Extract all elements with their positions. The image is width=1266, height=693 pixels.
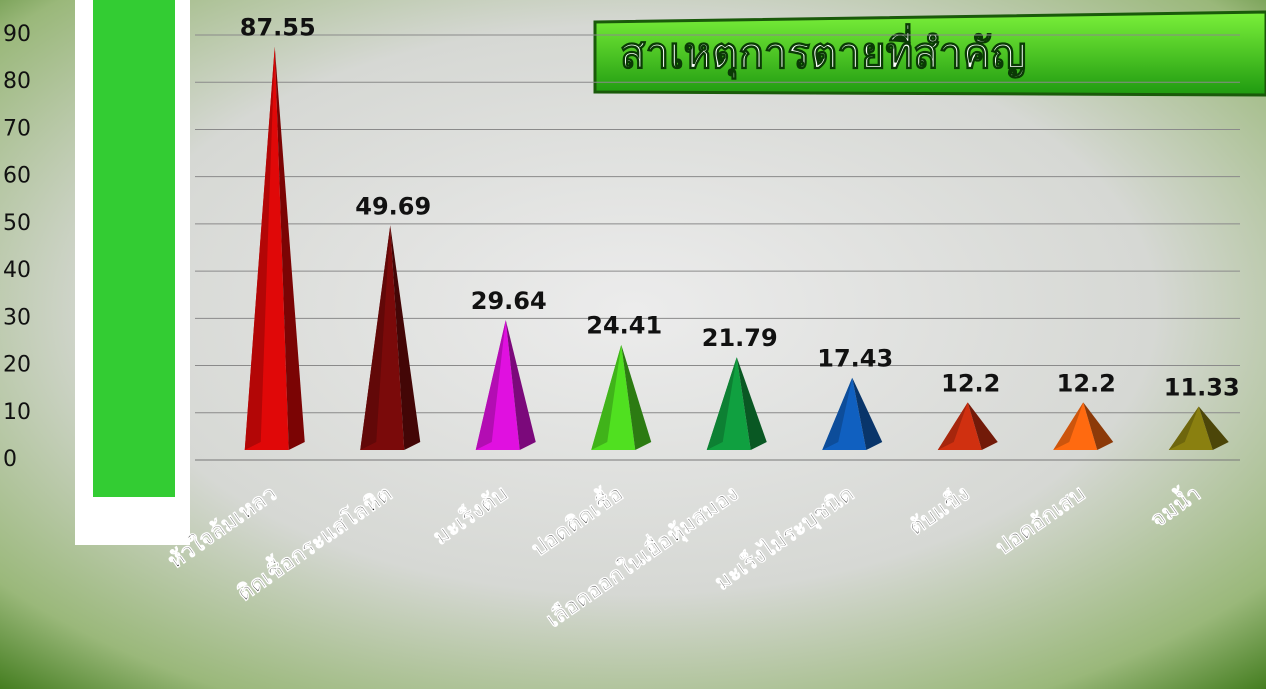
data-label: 17.43 bbox=[817, 345, 893, 373]
pyramid-left bbox=[937, 402, 968, 450]
y-tick-label: 10 bbox=[3, 400, 31, 425]
data-label: 29.64 bbox=[471, 287, 547, 315]
side-bar bbox=[93, 0, 175, 497]
data-label: 21.79 bbox=[702, 324, 778, 352]
y-tick-label: 80 bbox=[3, 69, 31, 94]
pyramid-side bbox=[852, 377, 883, 450]
y-tick-label: 0 bbox=[3, 447, 17, 472]
pyramid bbox=[244, 46, 305, 450]
y-tick-label: 40 bbox=[3, 258, 31, 283]
y-tick-label: 60 bbox=[3, 164, 31, 189]
pyramid-side bbox=[274, 46, 305, 450]
y-tick-label: 20 bbox=[3, 353, 31, 378]
pyramid bbox=[1053, 402, 1114, 450]
data-label: 12.2 bbox=[1057, 369, 1116, 397]
pyramid-left bbox=[1053, 402, 1084, 450]
data-label: 87.55 bbox=[240, 14, 316, 42]
pyramid-side bbox=[621, 344, 652, 450]
data-label: 49.69 bbox=[355, 192, 431, 220]
pyramid bbox=[475, 320, 536, 450]
data-label: 11.33 bbox=[1164, 373, 1240, 401]
pyramid bbox=[1168, 406, 1229, 450]
chart-title: สาเหตุการตายที่สำคัญ bbox=[620, 24, 1026, 80]
pyramid-side bbox=[505, 320, 536, 450]
pyramid-side bbox=[967, 402, 998, 450]
pyramid bbox=[822, 377, 883, 450]
pyramid-left bbox=[591, 344, 622, 450]
data-label: 24.41 bbox=[586, 312, 662, 340]
pyramid-side bbox=[1083, 402, 1114, 450]
y-tick-label: 90 bbox=[3, 22, 31, 47]
pyramid bbox=[937, 402, 998, 450]
pyramid bbox=[591, 344, 652, 450]
pyramid-left bbox=[822, 377, 853, 450]
pyramid-left bbox=[1168, 406, 1199, 450]
y-tick-label: 50 bbox=[3, 211, 31, 236]
pyramid-left bbox=[360, 225, 391, 450]
pyramid bbox=[360, 225, 421, 450]
title-box bbox=[593, 10, 1266, 97]
pyramid bbox=[706, 357, 767, 450]
y-tick-label: 70 bbox=[3, 116, 31, 141]
pyramid-side bbox=[1198, 406, 1229, 450]
y-tick-label: 30 bbox=[3, 305, 31, 330]
data-label: 12.2 bbox=[941, 369, 1000, 397]
pyramid-left bbox=[706, 357, 737, 450]
pyramid-left bbox=[244, 46, 275, 450]
pyramid-side bbox=[736, 357, 767, 450]
pyramid-side bbox=[390, 225, 421, 450]
pyramid-left bbox=[475, 320, 506, 450]
